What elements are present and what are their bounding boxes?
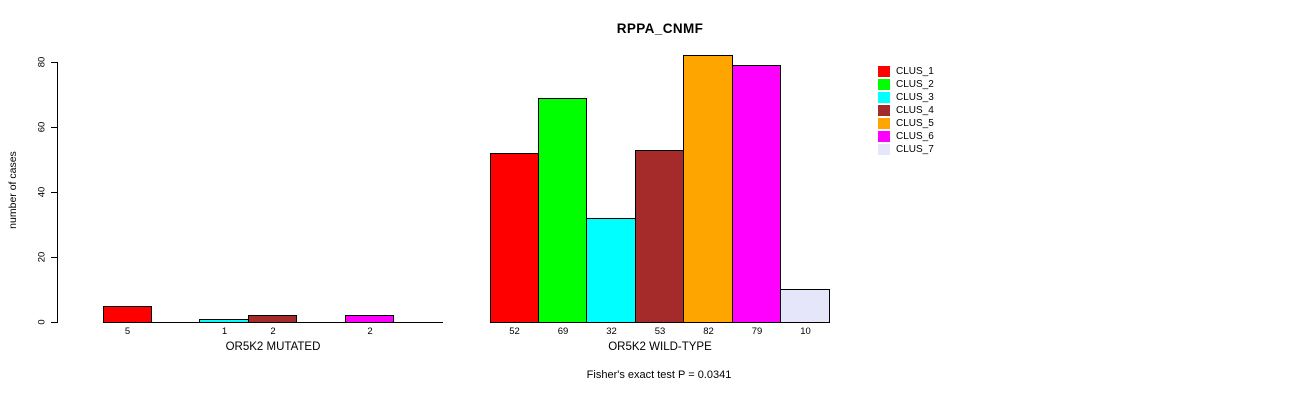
chart-title: RPPA_CNMF (616, 21, 704, 36)
bar-value-label: 1 (221, 326, 228, 337)
bar-value-label: 53 (654, 326, 666, 337)
y-tick (51, 192, 58, 193)
bar-value-label: 52 (509, 326, 520, 337)
y-tick-label: 80 (36, 56, 48, 68)
bar-value-label: 69 (557, 326, 569, 337)
legend-item: CLUS_5 (878, 117, 934, 130)
bar-value-label: 2 (270, 326, 276, 337)
y-tick (51, 127, 58, 128)
bar (199, 319, 249, 323)
bar-value-label: 32 (606, 326, 617, 337)
legend-swatch (878, 92, 890, 103)
group-label: OR5K2 WILD-TYPE (608, 341, 712, 353)
legend-label: CLUS_5 (896, 118, 934, 129)
y-tick-label: 20 (36, 251, 48, 263)
legend-swatch (878, 66, 890, 77)
legend-swatch (878, 79, 890, 90)
y-tick-label: 0 (36, 319, 48, 325)
legend-label: CLUS_3 (896, 92, 934, 103)
legend-label: CLUS_2 (896, 79, 934, 90)
legend-item: CLUS_7 (878, 143, 934, 156)
bar-value-label: 79 (751, 326, 763, 337)
y-tick (51, 322, 58, 323)
legend-item: CLUS_1 (878, 65, 934, 78)
legend-item: CLUS_4 (878, 104, 934, 117)
y-tick (51, 62, 58, 63)
y-tick-label: 40 (36, 186, 48, 198)
legend-item: CLUS_6 (878, 130, 934, 143)
legend-label: CLUS_7 (896, 144, 934, 155)
bar-value-label: 82 (703, 326, 714, 337)
bar (345, 315, 394, 323)
bar-value-label: 10 (800, 326, 811, 337)
legend-label: CLUS_4 (896, 105, 934, 116)
bar (538, 98, 587, 323)
legend-label: CLUS_1 (896, 66, 934, 77)
bar (683, 55, 733, 323)
bar (490, 153, 539, 323)
legend-item: CLUS_3 (878, 91, 934, 104)
bar-value-label: 5 (124, 326, 131, 337)
bar-value-label: 2 (367, 326, 373, 337)
legend-swatch (878, 131, 890, 142)
fishers-test-note: Fisher's exact test P = 0.0341 (586, 369, 732, 381)
legend-label: CLUS_6 (896, 131, 934, 142)
group-label: OR5K2 MUTATED (225, 341, 321, 353)
legend: CLUS_1 CLUS_2 CLUS_3 CLUS_4 CLUS_5 CLUS_6 CLUS… (878, 65, 934, 156)
bar (248, 315, 297, 323)
bar (732, 65, 781, 323)
legend-item: CLUS_2 (878, 78, 934, 91)
legend-swatch (878, 144, 890, 155)
bar (103, 306, 152, 323)
bar (586, 218, 636, 323)
y-tick (51, 257, 58, 258)
legend-swatch (878, 118, 890, 129)
legend-swatch (878, 105, 890, 116)
y-tick-label: 60 (36, 121, 48, 133)
bar (635, 150, 684, 323)
bar (780, 289, 830, 323)
